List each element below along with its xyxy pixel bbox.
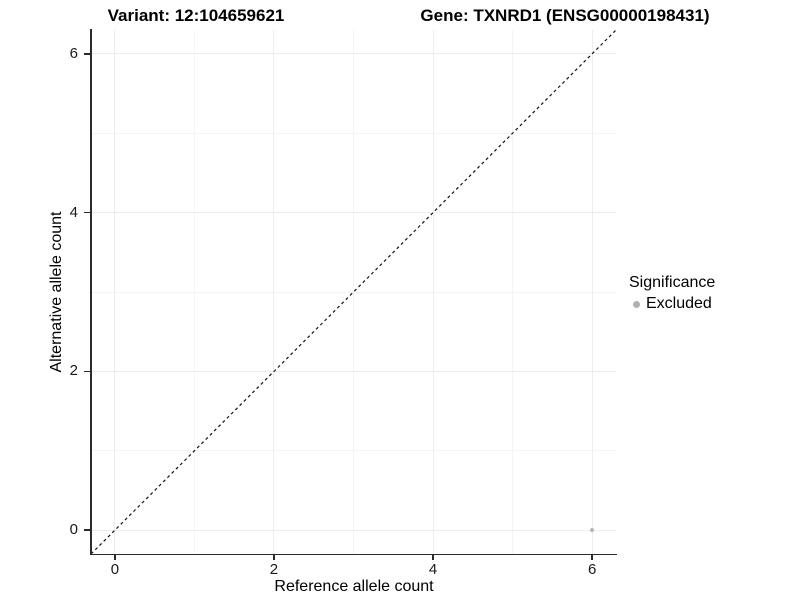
x-tick-6 bbox=[591, 554, 593, 560]
major-gridline-y-6 bbox=[91, 53, 616, 55]
x-tick-2 bbox=[273, 554, 275, 560]
major-gridline-y-2 bbox=[91, 370, 616, 372]
x-tick-label-6: 6 bbox=[587, 561, 597, 578]
x-tick-4 bbox=[432, 554, 434, 560]
minor-gridline-y-1 bbox=[91, 450, 616, 452]
y-tick-4 bbox=[84, 211, 90, 214]
major-gridline-y-4 bbox=[91, 212, 616, 214]
y-axis-title: Alternative allele count bbox=[48, 211, 65, 373]
x-tick-label-2: 2 bbox=[269, 561, 279, 578]
x-tick-label-4: 4 bbox=[428, 561, 438, 578]
y-tick-label-6: 6 bbox=[69, 44, 78, 62]
y-tick-2 bbox=[84, 370, 90, 373]
y-tick-label-0: 0 bbox=[69, 521, 78, 539]
major-gridline-x-4 bbox=[432, 30, 434, 554]
data-point-excluded bbox=[589, 527, 595, 533]
major-gridline-x-6 bbox=[591, 30, 593, 554]
plot-title-variant: Variant: 12:104659621 bbox=[107, 6, 285, 25]
legend-entry-excluded: Excluded bbox=[633, 295, 715, 313]
x-tick-0 bbox=[114, 554, 116, 560]
plot-panel bbox=[90, 29, 617, 555]
legend-entry-label: Excluded bbox=[646, 295, 712, 312]
x-tick-label-0: 0 bbox=[110, 561, 120, 578]
x-axis-line bbox=[90, 553, 617, 555]
y-tick-6 bbox=[84, 53, 90, 55]
y-axis-line bbox=[90, 29, 92, 554]
legend-title: Significance bbox=[629, 274, 716, 291]
y-tick-label-4: 4 bbox=[69, 203, 78, 221]
legend: Significance Excluded bbox=[629, 274, 715, 313]
major-gridline-y-0 bbox=[91, 529, 616, 531]
major-gridline-x-0 bbox=[114, 30, 116, 554]
x-axis-title: Reference allele count bbox=[274, 578, 434, 595]
y-tick-label-2: 2 bbox=[69, 362, 78, 380]
identity-reference-line bbox=[90, 29, 617, 555]
minor-gridline-y-3 bbox=[91, 291, 616, 293]
minor-gridline-y-5 bbox=[91, 132, 616, 134]
y-tick-0 bbox=[84, 529, 90, 531]
major-gridline-x-2 bbox=[273, 30, 275, 554]
plot-title-gene: Gene: TXNRD1 (ENSG00000198431) bbox=[420, 6, 710, 25]
legend-swatch-circle-icon bbox=[633, 300, 640, 308]
